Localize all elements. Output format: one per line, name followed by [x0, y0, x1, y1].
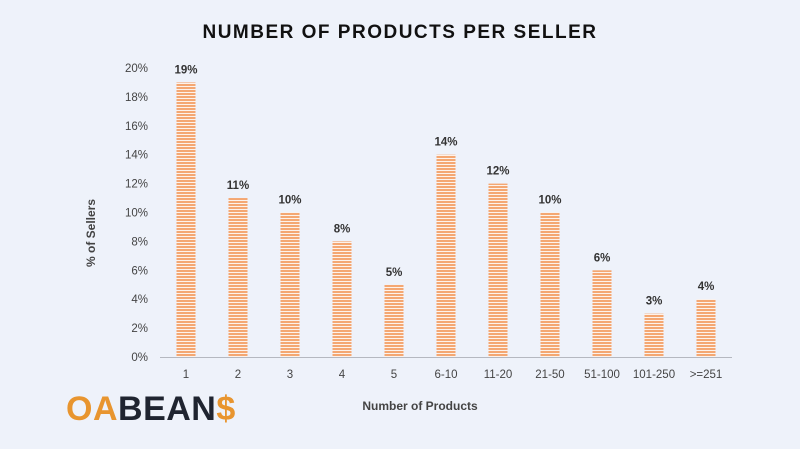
bar: [644, 313, 664, 357]
x-tick-label: 2: [235, 369, 241, 381]
logo-wordmark: OABEAN$: [66, 390, 236, 428]
y-axis-title: % of Sellers: [84, 199, 98, 267]
bar: [488, 183, 508, 357]
data-label: 8%: [334, 223, 351, 235]
data-labels-group: 19% 11% 10% 8% 5% 14% 12% 10% 6% 3% 4%: [174, 64, 714, 307]
y-axis-ticks: 0% 2% 4% 6% 8% 10% 12% 14% 16% 18% 20%: [125, 63, 148, 364]
data-label: 19%: [174, 64, 197, 76]
data-label: 5%: [386, 267, 403, 279]
x-tick-label: 101-250: [633, 369, 675, 381]
logo-letter-s: $: [216, 390, 235, 428]
bar: [436, 154, 456, 357]
y-tick-label: 2%: [131, 323, 148, 335]
y-tick-label: 20%: [125, 63, 148, 75]
logo-letter-a: A: [93, 390, 118, 428]
bar: [384, 284, 404, 357]
y-tick-label: 16%: [125, 121, 148, 133]
y-tick-label: 6%: [131, 265, 148, 277]
y-tick-label: 14%: [125, 150, 148, 162]
x-tick-label: 5: [391, 369, 397, 381]
logo-letters-be: BE: [118, 390, 166, 428]
data-label: 14%: [434, 137, 457, 149]
oabeans-logo: OABEAN$: [66, 390, 236, 428]
y-tick-label: 4%: [131, 294, 148, 306]
y-tick-label: 18%: [125, 92, 148, 104]
x-tick-label: 51-100: [584, 369, 620, 381]
y-tick-label: 8%: [131, 236, 148, 248]
chart-title: NUMBER OF PRODUCTS PER SELLER: [202, 22, 598, 43]
data-label: 3%: [646, 296, 663, 308]
bars-group: [176, 82, 716, 357]
y-tick-label: 10%: [125, 208, 148, 220]
data-label: 4%: [698, 281, 715, 293]
logo-letters-an: AN: [166, 390, 216, 428]
x-tick-label: 6-10: [434, 369, 457, 381]
data-label: 12%: [486, 166, 509, 178]
y-tick-label: 0%: [131, 352, 148, 364]
bar: [280, 212, 300, 357]
x-tick-label: 21-50: [535, 369, 564, 381]
x-axis-title: Number of Products: [362, 399, 478, 413]
y-tick-label: 12%: [125, 179, 148, 191]
x-tick-label: 1: [183, 369, 189, 381]
logo-letter-o: O: [66, 390, 93, 428]
x-tick-label: 11-20: [484, 369, 513, 381]
bar: [228, 198, 248, 357]
bar: [696, 299, 716, 357]
data-label: 11%: [227, 180, 249, 192]
bar: [176, 82, 196, 357]
bar: [540, 212, 560, 357]
x-axis-ticks: 1 2 3 4 5 6-10 11-20 21-50 51-100 101-250 >=251: [183, 369, 723, 381]
bar: [592, 270, 612, 357]
x-tick-label: 3: [287, 369, 293, 381]
data-label: 6%: [594, 252, 611, 264]
bar: [332, 241, 352, 357]
x-tick-label: >=251: [690, 369, 723, 381]
data-label: 10%: [278, 195, 301, 207]
data-label: 10%: [538, 195, 561, 207]
x-tick-label: 4: [339, 369, 346, 381]
